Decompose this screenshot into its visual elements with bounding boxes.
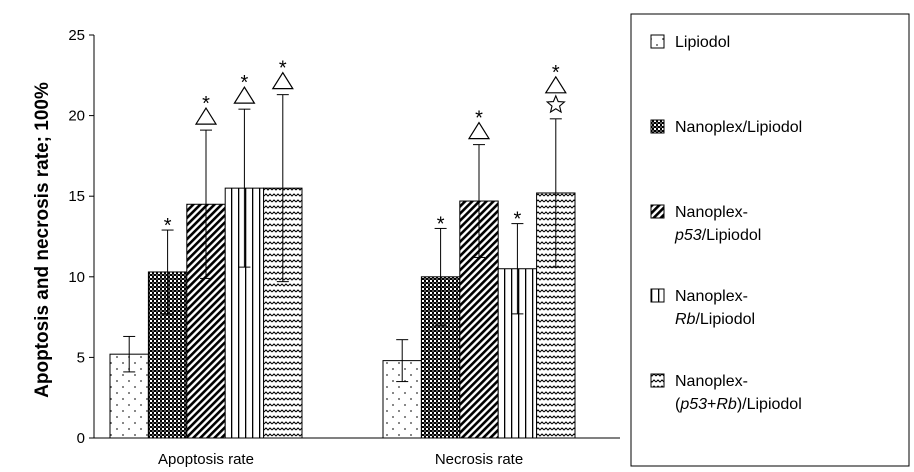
bars-group: * * * * * * * * <box>109 58 576 439</box>
triangle-mark <box>194 106 218 125</box>
y-tick-label: 5 <box>77 349 85 366</box>
x-category-label: Apoptosis rate <box>158 451 254 468</box>
legend-swatch <box>650 34 665 49</box>
legend-swatch <box>650 204 665 219</box>
significance-star-mark: * <box>475 108 483 130</box>
legend-entry-label: Nanoplex/Lipiodol <box>675 119 802 136</box>
legend-swatch <box>650 373 665 388</box>
legend-box <box>630 13 910 467</box>
y-tick-label: 20 <box>68 108 85 125</box>
legend-entry-label: Lipiodol <box>675 34 730 51</box>
y-tick-label: 15 <box>68 188 85 205</box>
bar <box>263 187 303 439</box>
significance-star-mark: * <box>164 215 172 237</box>
triangle-mark <box>233 86 256 104</box>
triangle-mark <box>544 75 567 94</box>
significance-star-mark: * <box>202 93 210 115</box>
legend-entry-label: Nanoplex-(p53+Rb)/Lipiodol <box>675 373 802 413</box>
open-star-mark <box>545 94 566 114</box>
triangle-mark <box>271 71 294 90</box>
legend-swatch <box>650 288 665 303</box>
y-tick-label: 10 <box>68 269 85 286</box>
bar <box>109 353 149 439</box>
significance-star-mark: * <box>437 213 445 235</box>
y-axis-title: Apoptosis and necrosis rate; 100% <box>32 82 53 398</box>
legend-swatch <box>650 119 665 134</box>
y-tick-label: 25 <box>68 27 85 44</box>
significance-star-mark: * <box>552 62 560 84</box>
x-category-label: Necrosis rate <box>435 451 523 468</box>
triangle-mark <box>467 121 491 140</box>
legend-entry-label: Nanoplex-p53/Lipiodol <box>674 204 761 244</box>
significance-star-mark: * <box>241 72 249 94</box>
y-tick-label: 0 <box>77 430 85 447</box>
legend: Lipiodol Nanoplex/Lipiodol Nanoplex-p53/Li… <box>630 13 910 467</box>
significance-star-mark: * <box>279 58 287 80</box>
significance-star-mark: * <box>514 209 522 231</box>
legend-entry-label: Nanoplex-Rb/Lipiodol <box>675 288 755 328</box>
